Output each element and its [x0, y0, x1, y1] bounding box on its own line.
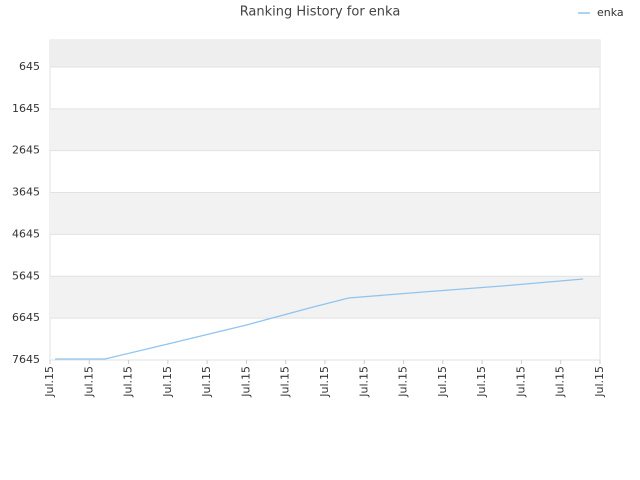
plot-band	[50, 276, 600, 319]
x-tick-label: Jul.15	[318, 366, 331, 398]
x-tick-label: Jul.15	[239, 366, 252, 398]
y-tick-label: 4645	[12, 227, 40, 240]
y-tick-label: 6645	[12, 311, 40, 324]
x-tick-label: Jul.15	[593, 366, 606, 398]
chart-title: Ranking History for enka	[240, 5, 401, 20]
x-tick-label: Jul.15	[436, 366, 449, 398]
x-tick-label: Jul.15	[554, 366, 567, 398]
series-line	[55, 278, 584, 360]
x-tick-label: Jul.15	[514, 366, 527, 398]
y-tick-label: 1645	[12, 102, 40, 115]
x-tick-label: Jul.15	[357, 366, 370, 398]
x-tick-label: Jul.15	[82, 366, 95, 398]
y-tick-label: 3645	[12, 186, 40, 199]
plot-band	[50, 40, 600, 67]
y-tick-label: 2645	[12, 144, 40, 157]
x-tick-label: Jul.15	[43, 366, 56, 398]
x-tick-label: Jul.15	[397, 366, 410, 398]
plot-band	[50, 192, 600, 235]
y-tick-label: 5645	[12, 269, 40, 282]
x-tick-label: Jul.15	[122, 366, 135, 398]
legend-label: enka	[597, 6, 624, 19]
x-tick-label: Jul.15	[279, 366, 292, 398]
y-tick-label: 7645	[12, 353, 40, 366]
plot-band	[50, 108, 600, 151]
x-tick-label: Jul.15	[161, 366, 174, 398]
y-tick-label: 645	[19, 60, 40, 73]
x-tick-label: Jul.15	[475, 366, 488, 398]
x-tick-label: Jul.15	[200, 366, 213, 398]
